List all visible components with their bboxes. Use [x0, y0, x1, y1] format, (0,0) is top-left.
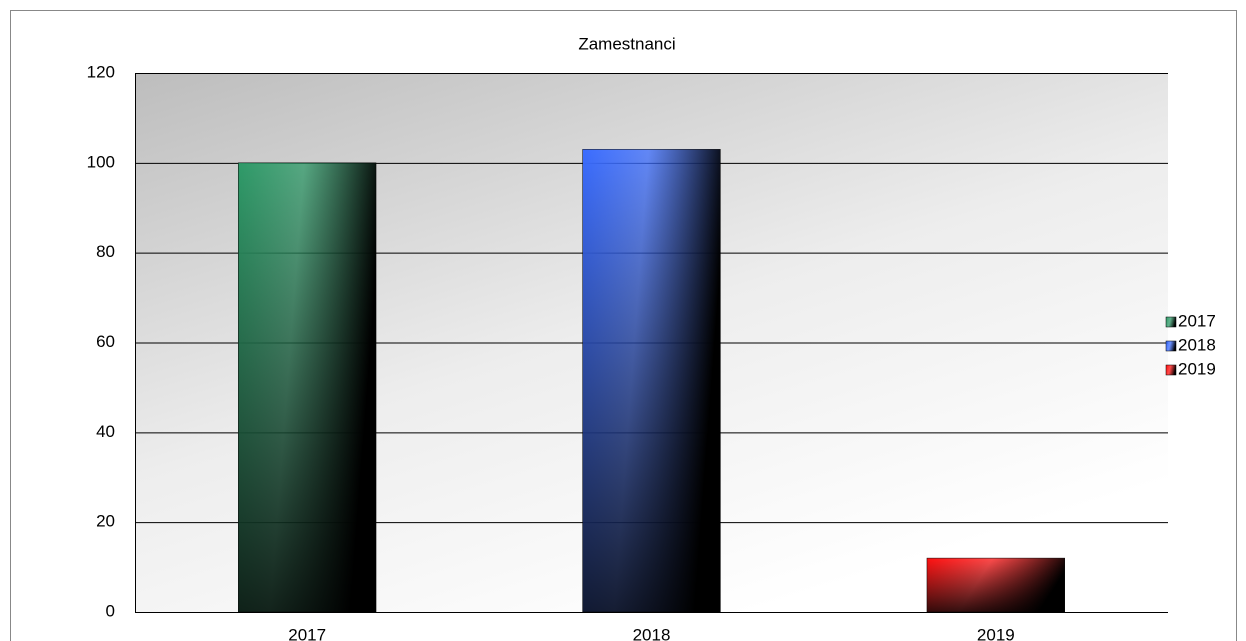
bar: [926, 557, 1065, 613]
y-tick-label: 20: [96, 512, 115, 531]
y-tick-label: 40: [96, 422, 115, 441]
y-tick-label: 80: [96, 242, 115, 261]
legend-label: 2019: [1178, 359, 1216, 378]
legend-label: 2017: [1178, 311, 1216, 330]
x-tick-label: 2019: [977, 625, 1015, 641]
y-tick-label: 60: [96, 332, 115, 351]
x-tick-label: 2017: [288, 625, 326, 641]
y-tick-label: 120: [87, 62, 115, 81]
y-tick-label: 100: [87, 152, 115, 171]
x-tick-label: 2018: [633, 625, 671, 641]
legend-swatch: [1165, 364, 1177, 376]
chart-title: Zamestnanci: [578, 34, 675, 53]
legend-swatch: [1165, 316, 1177, 328]
y-tick-label: 0: [106, 601, 115, 620]
legend-label: 2018: [1178, 335, 1216, 354]
bar: [238, 162, 377, 613]
bar: [582, 149, 721, 613]
legend-swatch: [1165, 340, 1177, 352]
